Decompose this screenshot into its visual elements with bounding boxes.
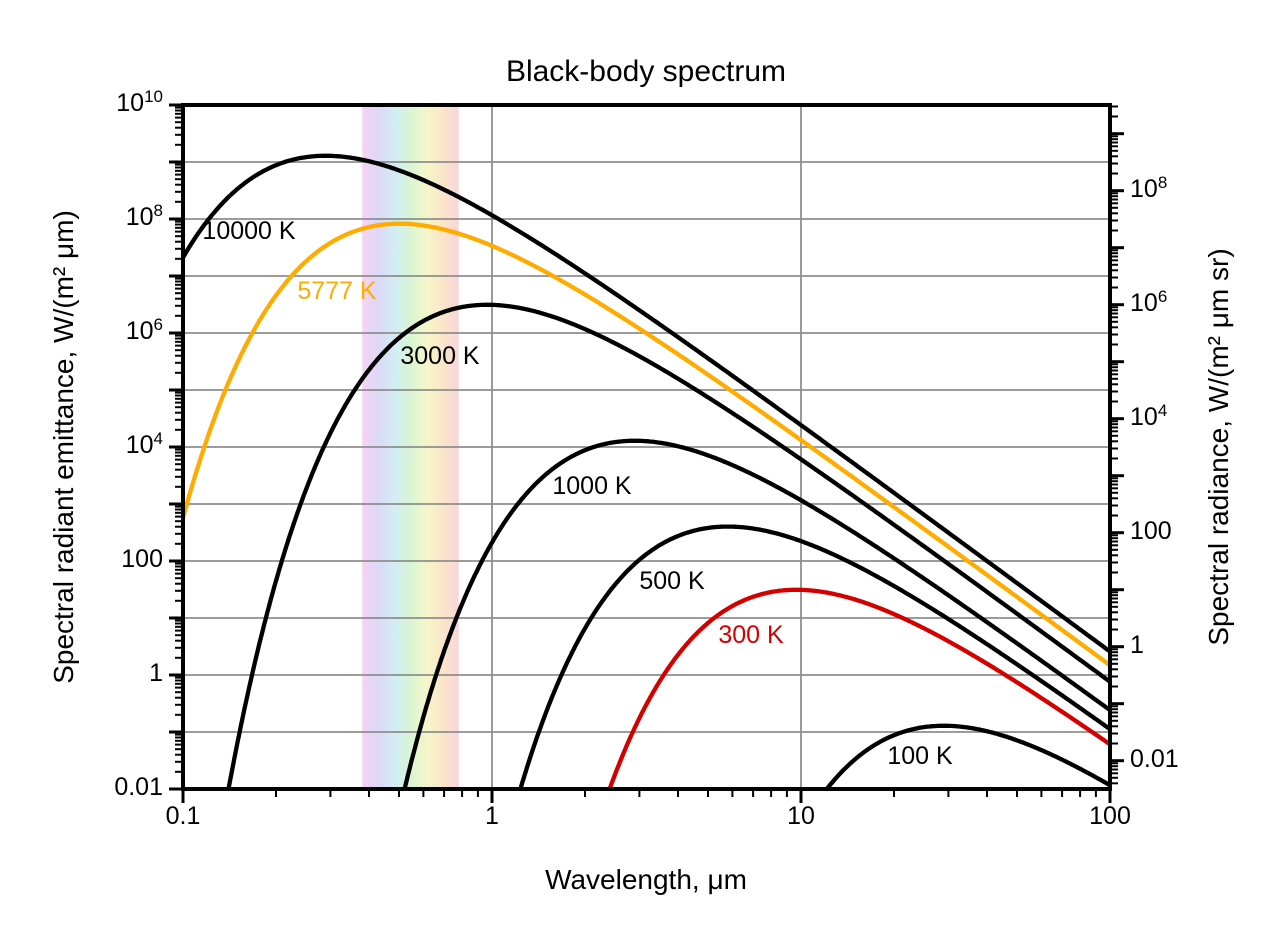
x-axis-title: Wavelength, μm (545, 864, 747, 895)
curve-label-5777-k: 5777 K (297, 277, 377, 305)
plot-frame (181, 103, 1112, 791)
y-right-tick-label-100: 100 (1130, 517, 1172, 545)
curves-group (183, 153, 1110, 789)
y-right-tick-label-10-4: 104 (1130, 401, 1168, 431)
curve-label-100-k: 100 K (887, 742, 953, 770)
y-left-tick-label-10-8: 108 (125, 201, 163, 231)
curve-label-3000-k: 3000 K (400, 342, 480, 370)
curve-10000-k (183, 153, 1110, 654)
y-left-tick-label-1: 1 (149, 659, 163, 687)
curve-5777-k (183, 221, 1110, 668)
curve-label-10000-k: 10000 K (202, 217, 296, 245)
y-left-tick-label-10-4: 104 (125, 429, 163, 459)
curve-label-300-k: 300 K (718, 621, 784, 649)
y-left-tick-label-0-01: 0.01 (114, 773, 163, 801)
y-right-tick-label-1: 1 (1130, 631, 1144, 659)
x-tick-label-1: 1 (485, 802, 499, 830)
curve-300-k (607, 587, 1110, 789)
y-right-tick-label-0-01: 0.01 (1130, 745, 1179, 773)
y-left-tick-label-10-10: 1010 (116, 87, 163, 117)
curve-100-k (824, 723, 1110, 789)
y-right-tick-label-10-6: 106 (1130, 287, 1168, 317)
x-tick-label-0-1: 0.1 (165, 802, 201, 830)
chart-title: Black-body spectrum (505, 55, 787, 88)
y-right-tick-label-10-8: 108 (1130, 173, 1168, 203)
x-tick-label-100: 100 (1089, 802, 1131, 830)
curve-label-500-k: 500 K (639, 567, 705, 595)
curve-label-1000-k: 1000 K (552, 472, 632, 500)
y-left-tick-label-10-6: 106 (125, 315, 163, 345)
curve-1000-k (402, 438, 1110, 789)
curve-3000-k (226, 302, 1110, 789)
curve-500-k (518, 524, 1110, 789)
y-left-tick-label-100: 100 (121, 545, 163, 573)
x-tick-label-10: 10 (787, 802, 815, 830)
